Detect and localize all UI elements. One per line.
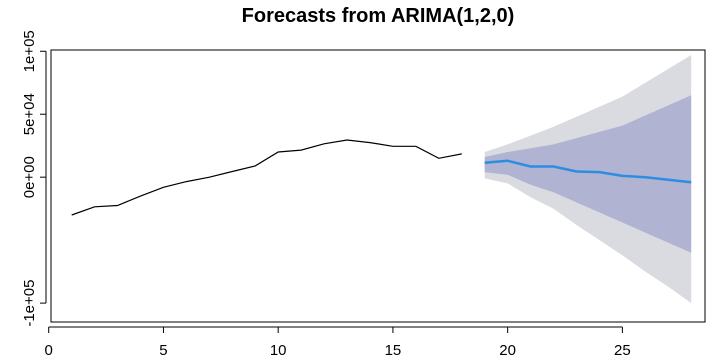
series-lines	[71, 139, 692, 216]
plot-frame	[50, 49, 706, 323]
axes: 0 5 10 15 20 25 -1e+05 0e+00 5e+04 1e+05	[21, 30, 706, 359]
x-tick-label: 5	[159, 342, 167, 359]
y-tick-label: 0e+00	[21, 156, 38, 198]
x-tick-label: 15	[385, 342, 402, 359]
x-tick-label: 0	[45, 342, 53, 359]
y-tick-label: 5e+04	[21, 93, 38, 135]
y-tick-label: 1e+05	[21, 30, 38, 72]
chart-title: Forecasts from ARIMA(1,2,0)	[242, 5, 515, 27]
x-tick-label: 25	[614, 342, 631, 359]
x-tick-label: 10	[270, 342, 287, 359]
band-80-percent	[484, 95, 692, 253]
forecast-mean-line	[484, 159, 692, 184]
prediction-bands	[484, 55, 692, 304]
observed-series-line	[71, 139, 462, 216]
y-tick-label: -1e+05	[21, 280, 38, 327]
x-tick-label: 20	[499, 342, 516, 359]
